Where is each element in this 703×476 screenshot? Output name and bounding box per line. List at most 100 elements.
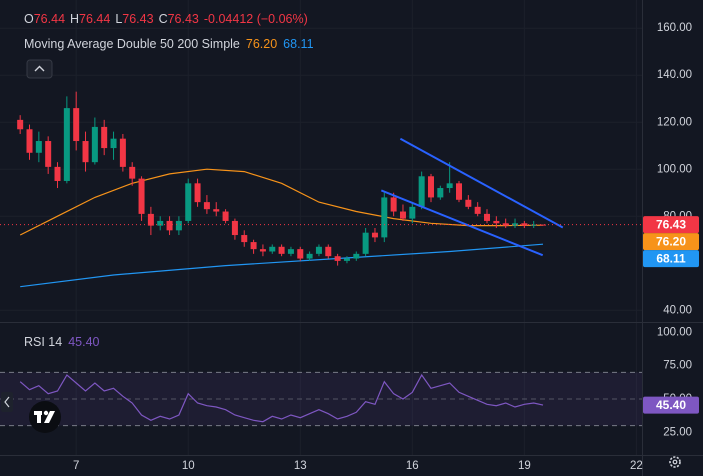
side-toggle-box[interactable] [1, 392, 13, 412]
y-tick-label: 75.00 [663, 360, 692, 372]
candle-body [418, 176, 425, 207]
candle-body [371, 232, 378, 238]
candle-body [540, 224, 547, 226]
x-tick-label: 16 [406, 460, 419, 472]
y-tick-label: 40.00 [663, 304, 692, 316]
rsi-title: RSI 14 [24, 335, 62, 349]
candle-body [222, 211, 229, 221]
moving-average-line [20, 243, 544, 288]
indicator-value: 76.20 [246, 37, 277, 51]
candle-body [63, 108, 70, 181]
candle-body [353, 253, 360, 259]
candle-body [166, 220, 173, 231]
logo-part [43, 410, 49, 416]
rsi-value: 45.40 [68, 335, 99, 349]
candle-body [446, 183, 453, 189]
candle-body [101, 126, 108, 149]
ohlc-value: 76.43 [122, 12, 153, 26]
labels: 40.0080.00100.00120.00140.00160.00710131… [24, 12, 699, 472]
logo-circle[interactable] [29, 401, 61, 433]
candle-body [427, 176, 434, 198]
candle-body [343, 258, 350, 261]
candle-body [399, 211, 406, 219]
candle-body [465, 199, 472, 207]
y-tick-label: 140.00 [657, 69, 692, 81]
candle-body [250, 242, 257, 250]
candle-body [315, 246, 322, 254]
ohlc-value: 76.43 [168, 12, 199, 26]
candle-body [269, 246, 276, 252]
grid [0, 371, 642, 427]
candle-body [297, 249, 304, 259]
price-tag [643, 396, 699, 414]
indicator-name: Moving Average Double 50 200 Simple [24, 37, 240, 51]
price-tag-label: 76.43 [656, 217, 686, 231]
x-tick-label: 7 [73, 460, 79, 472]
ohlc-value: 76.44 [79, 12, 110, 26]
candle-body [362, 232, 369, 254]
candle-body [306, 253, 313, 259]
logo[interactable] [29, 401, 61, 433]
candle-body [474, 206, 481, 214]
candle-body [381, 197, 388, 238]
candle-body [437, 188, 444, 198]
logo-part [44, 411, 55, 423]
settings-button[interactable] [669, 456, 681, 468]
price-tag [643, 216, 699, 234]
settings-gear[interactable] [669, 456, 681, 468]
price-tag-label: 76.20 [656, 234, 686, 248]
candle-body [45, 141, 52, 167]
candle-body [26, 129, 33, 153]
candle-body [512, 223, 519, 226]
candle-body [325, 246, 332, 257]
candle-body [119, 138, 126, 167]
candle-body [259, 249, 266, 252]
candle-body [147, 213, 154, 226]
trend-line [380, 189, 544, 257]
candle-body [241, 235, 248, 243]
y-tick-label: 160.00 [657, 22, 692, 34]
x-tick-label: 19 [518, 460, 531, 472]
candle-body [194, 183, 201, 203]
y-tick-label: 120.00 [657, 116, 692, 128]
ohlc-key: C [159, 12, 168, 26]
rsi-legend: RSI 14 45.40 [24, 335, 100, 349]
candle-body [484, 213, 491, 221]
candle-body [73, 108, 80, 142]
candle-body [110, 138, 117, 149]
candle-body [185, 183, 192, 221]
candle-body [129, 166, 136, 179]
indicator-legend: Moving Average Double 50 200 Simple 76.20… [24, 37, 314, 51]
collapse-button-box[interactable] [26, 59, 53, 79]
candle-body [334, 256, 341, 261]
candle-body [82, 141, 89, 163]
rsi-line [19, 373, 544, 423]
candle-body [278, 246, 285, 254]
y-tick-label: 25.00 [663, 426, 692, 438]
ohlc-key: O [24, 12, 34, 26]
candle-body [502, 223, 509, 226]
candle-body [287, 249, 294, 254]
collapse-button[interactable] [26, 59, 53, 79]
marks [0, 91, 642, 423]
settings-gear-center [672, 459, 678, 465]
ohlc-key: H [70, 12, 79, 26]
candle-body [530, 224, 537, 226]
side-toggle-icon [4, 396, 10, 408]
change-value: -0.04412 (−0.06%) [204, 12, 308, 26]
ohlc-value: 76.44 [34, 12, 65, 26]
candle-body [203, 202, 210, 210]
candle-body [138, 178, 145, 214]
price-tag-label: 45.40 [656, 398, 686, 412]
side-toggle[interactable] [1, 392, 13, 412]
x-tick-label: 10 [182, 460, 195, 472]
indicator-value: 68.11 [283, 37, 313, 51]
candle-body [91, 126, 98, 163]
x-tick-label: 13 [294, 460, 307, 472]
price-tag [643, 233, 699, 251]
candle-body [409, 206, 416, 219]
x-tick-label: 22 [630, 460, 643, 472]
ohlc-legend: O76.44 H76.44 L76.43 C76.43 -0.04412 (−0.06%… [24, 12, 308, 26]
